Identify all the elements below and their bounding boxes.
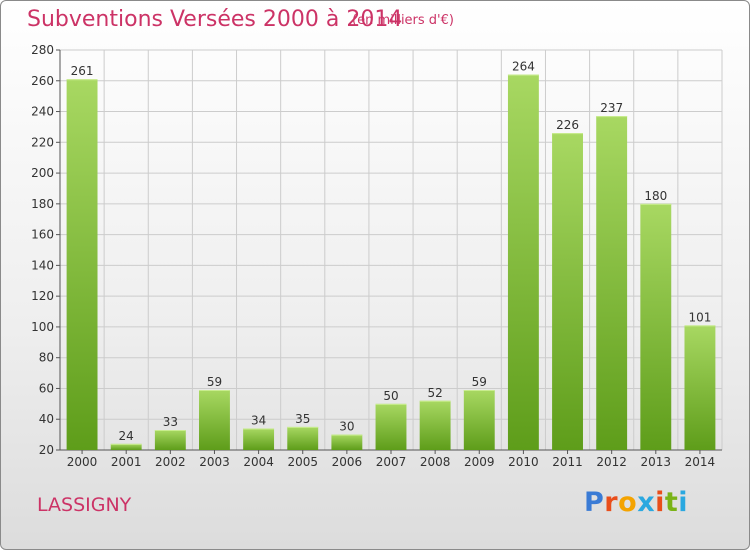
data-label: 59 bbox=[472, 375, 487, 389]
data-label: 180 bbox=[644, 189, 667, 203]
x-tick-label: 2001 bbox=[111, 455, 142, 469]
data-label: 50 bbox=[383, 389, 398, 403]
x-tick-label: 2000 bbox=[67, 455, 98, 469]
chart-title: Subventions Versées 2000 à 2014 bbox=[27, 7, 403, 32]
logo-letter: P bbox=[584, 487, 605, 518]
proxiti-logo: Proxiti bbox=[584, 487, 688, 518]
logo-letter: i bbox=[655, 487, 665, 518]
data-label: 24 bbox=[119, 429, 134, 443]
x-tick-label: 2004 bbox=[243, 455, 274, 469]
x-tick-label: 2011 bbox=[552, 455, 583, 469]
bar bbox=[66, 79, 98, 450]
x-tick-label: 2005 bbox=[287, 455, 318, 469]
data-label: 261 bbox=[71, 64, 94, 78]
x-tick-label: 2006 bbox=[332, 455, 363, 469]
bar bbox=[552, 133, 583, 451]
bar bbox=[419, 400, 451, 450]
bar bbox=[287, 426, 319, 450]
bar bbox=[375, 403, 407, 450]
x-tick-label: 2013 bbox=[641, 455, 672, 469]
data-label: 35 bbox=[295, 412, 310, 426]
logo-letter: o bbox=[618, 487, 638, 518]
logo-letter: r bbox=[604, 487, 619, 518]
data-label: 34 bbox=[251, 413, 266, 427]
chart-unit-note: (en milliers d'€) bbox=[352, 13, 454, 28]
y-tick-label: 180 bbox=[31, 197, 54, 211]
y-tick-label: 160 bbox=[31, 228, 54, 242]
y-tick-label: 120 bbox=[31, 289, 54, 303]
bar bbox=[596, 116, 628, 451]
x-tick-label: 2008 bbox=[420, 455, 451, 469]
y-tick-label: 80 bbox=[39, 351, 54, 365]
y-tick-label: 280 bbox=[31, 43, 54, 57]
x-tick-label: 2002 bbox=[155, 455, 186, 469]
bar bbox=[243, 428, 275, 450]
data-label: 52 bbox=[427, 386, 442, 400]
data-label: 59 bbox=[207, 375, 222, 389]
x-tick-label: 2009 bbox=[464, 455, 495, 469]
y-tick-label: 240 bbox=[31, 105, 54, 119]
commune-name: LASSIGNY bbox=[37, 494, 132, 516]
bar bbox=[507, 74, 539, 450]
x-tick-label: 2014 bbox=[685, 455, 716, 469]
bar bbox=[199, 390, 230, 450]
y-tick-label: 260 bbox=[31, 74, 54, 88]
data-label: 30 bbox=[339, 420, 354, 434]
x-tick-label: 2003 bbox=[199, 455, 230, 469]
bar bbox=[463, 390, 495, 450]
x-tick-label: 2012 bbox=[596, 455, 627, 469]
data-label: 33 bbox=[163, 415, 178, 429]
y-tick-label: 200 bbox=[31, 166, 54, 180]
y-tick-label: 20 bbox=[39, 443, 54, 457]
y-tick-label: 140 bbox=[31, 258, 54, 272]
data-label: 101 bbox=[688, 310, 711, 324]
x-tick-label: 2010 bbox=[508, 455, 539, 469]
y-tick-label: 60 bbox=[39, 381, 54, 395]
data-label: 237 bbox=[600, 101, 623, 115]
x-tick-label: 2007 bbox=[376, 455, 407, 469]
bar bbox=[331, 434, 363, 450]
bar bbox=[154, 430, 186, 450]
y-tick-label: 100 bbox=[31, 320, 54, 334]
logo-letter: x bbox=[637, 487, 656, 518]
y-tick-label: 220 bbox=[31, 135, 54, 149]
bar bbox=[684, 325, 716, 450]
bar bbox=[640, 203, 672, 450]
y-tick-label: 40 bbox=[39, 412, 54, 426]
data-label: 264 bbox=[512, 60, 535, 74]
logo-letter: i bbox=[678, 487, 689, 518]
bar bbox=[110, 443, 142, 450]
data-label: 226 bbox=[556, 118, 579, 132]
logo-letter: t bbox=[664, 487, 679, 518]
